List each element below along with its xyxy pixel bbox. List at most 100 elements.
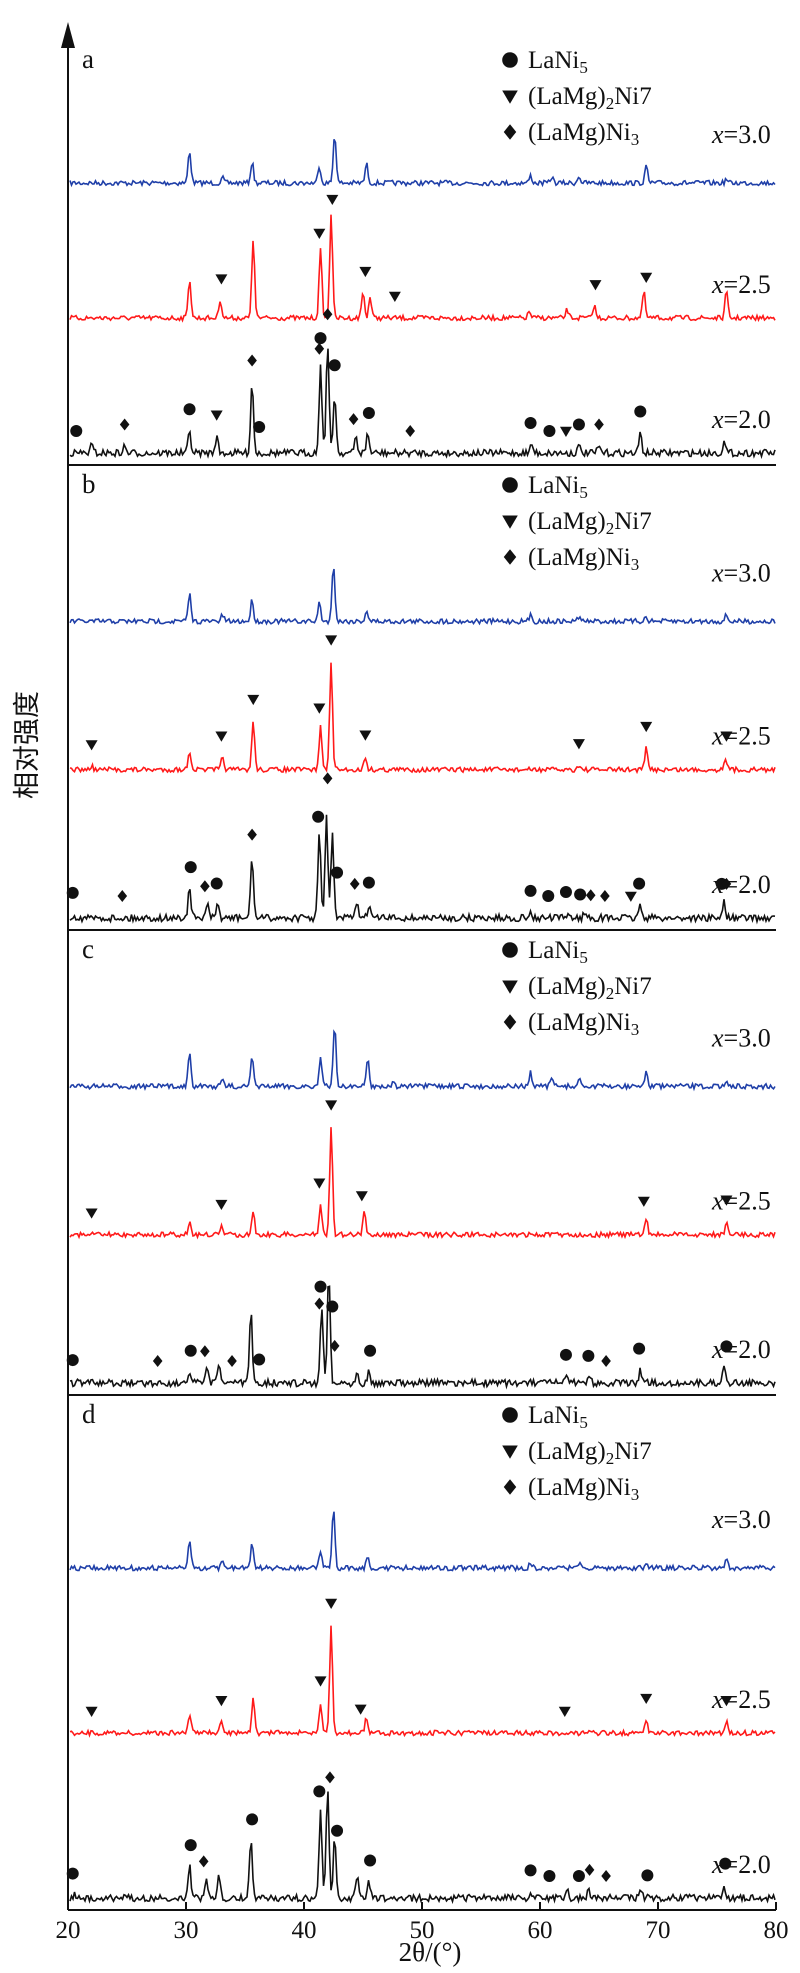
lani5-marker: [543, 1870, 556, 1882]
lani5-marker: [572, 1869, 585, 1882]
lani5-marker: [502, 942, 518, 958]
lamgni3-marker: [601, 1870, 611, 1882]
panel-label: b: [82, 469, 96, 499]
lani5-marker: [719, 1857, 732, 1870]
x-ticks: 20 30 40 50 60 70 80: [56, 1902, 789, 1944]
lamgni3-marker: [503, 549, 517, 565]
lamg2ni7-marker: [720, 731, 733, 742]
x-tick-label: 80: [764, 1917, 789, 1944]
lani5-marker: [328, 359, 341, 372]
lani5-marker: [313, 1785, 326, 1798]
lani5-marker: [362, 406, 375, 419]
x-axis-label: 2θ/(°): [399, 1937, 462, 1967]
x-tick-label: 50: [410, 1917, 435, 1944]
lamg2ni7-marker: [215, 274, 228, 285]
panels-layer: a LaNi5 (LaMg)2Ni7 (LaMg)Ni3 x=3.0 x=2.5 x=2.0…: [66, 44, 776, 1905]
lamgni3-marker: [247, 354, 257, 367]
lamgni3-marker: [601, 1355, 611, 1367]
lamgni3-marker: [314, 1297, 325, 1310]
diffraction-line: [69, 568, 776, 626]
lani5-marker: [364, 1344, 377, 1357]
lani5-marker: [502, 477, 518, 493]
diffraction-line: [69, 814, 776, 925]
lamg2ni7-marker: [313, 703, 326, 714]
lamg2ni7-marker: [558, 1706, 571, 1717]
lani5-marker: [641, 1869, 654, 1882]
legend-entry: (LaMg)Ni3: [528, 119, 639, 149]
lani5-marker: [184, 1839, 197, 1852]
diffraction-line: [69, 1625, 776, 1738]
lani5-marker: [524, 884, 537, 897]
lani5-marker: [326, 1300, 339, 1313]
lani5-marker: [542, 890, 555, 902]
y-axis-arrow: [61, 22, 75, 48]
lamg2ni7-marker: [637, 1196, 650, 1207]
lani5-marker: [543, 425, 556, 437]
lani5-marker: [720, 1340, 733, 1353]
diffraction-line: [69, 138, 776, 188]
lamg2ni7-marker: [325, 1598, 338, 1609]
lamg2ni7-marker: [589, 280, 602, 291]
lani5-marker: [364, 1854, 377, 1867]
lamg2ni7-marker: [325, 635, 338, 646]
lamg2ni7-marker: [359, 266, 372, 278]
panel-label: c: [82, 934, 94, 964]
series-label: x=2.0: [711, 405, 771, 434]
lamgni3-marker: [503, 1479, 517, 1495]
lamg2ni7-marker: [215, 1199, 228, 1211]
lamgni3-marker: [119, 418, 130, 431]
lani5-marker: [253, 421, 266, 434]
lani5-marker: [66, 1354, 79, 1367]
lamg2ni7-marker: [640, 1693, 653, 1705]
series-label: x=3.0: [711, 558, 771, 587]
panel-a: a LaNi5 (LaMg)2Ni7 (LaMg)Ni3 x=3.0 x=2.5 x=2.0: [69, 44, 776, 460]
lamg2ni7-marker: [313, 228, 326, 239]
lamg2ni7-marker: [624, 891, 637, 902]
lani5-marker: [246, 1813, 259, 1826]
lamg2ni7-marker: [85, 1208, 98, 1219]
series-label: x=2.5: [711, 722, 771, 751]
lani5-marker: [210, 877, 223, 890]
lamgni3-marker: [198, 1855, 209, 1868]
series-label: x=3.0: [711, 1023, 771, 1052]
lani5-marker: [183, 403, 196, 416]
lamg2ni7-marker: [359, 730, 372, 741]
lani5-marker: [362, 876, 375, 889]
legend-entry: LaNi5: [528, 47, 588, 77]
diffraction-line: [69, 1285, 776, 1390]
lani5-marker: [66, 886, 79, 899]
diffraction-line: [69, 214, 776, 323]
lamg2ni7-marker: [326, 194, 339, 206]
lani5-marker: [314, 1280, 327, 1293]
lamg2ni7-marker: [640, 721, 653, 733]
legend-entry: (LaMg)2Ni7: [528, 1438, 652, 1468]
lamg2ni7-marker: [502, 90, 518, 104]
x-tick-label: 70: [646, 1917, 671, 1944]
lani5-marker: [184, 861, 197, 874]
panel-d: d LaNi5 (LaMg)2Ni7 (LaMg)Ni3 x=3.0 x=2.5 x=2.0: [66, 1399, 776, 1905]
panel-c: c LaNi5 (LaMg)2Ni7 (LaMg)Ni3 x=3.0 x=2.5 x=2.0: [66, 934, 776, 1390]
lamgni3-marker: [227, 1354, 237, 1367]
lani5-marker: [634, 405, 647, 418]
lamgni3-marker: [585, 889, 596, 902]
lamg2ni7-marker: [720, 1195, 733, 1206]
lani5-marker: [502, 52, 518, 68]
lamg2ni7-marker: [355, 1191, 368, 1202]
lani5-marker: [184, 1344, 197, 1357]
diffraction-line: [69, 1029, 776, 1092]
axes-layer: [61, 22, 776, 1911]
lamg2ni7-marker: [85, 740, 98, 751]
lamgni3-marker: [325, 1771, 335, 1784]
lamg2ni7-marker: [502, 515, 518, 529]
x-tick-label: 30: [174, 1917, 199, 1944]
lamg2ni7-marker: [502, 980, 518, 994]
legend-entry: (LaMg)2Ni7: [528, 973, 652, 1003]
lamgni3-marker: [349, 877, 360, 890]
lani5-marker: [574, 888, 587, 901]
lamgni3-marker: [152, 1355, 163, 1367]
diffraction-line: [69, 348, 776, 460]
lani5-marker: [559, 885, 572, 898]
legend-entry: LaNi5: [528, 1402, 588, 1432]
x-tick-label: 60: [528, 1917, 553, 1944]
